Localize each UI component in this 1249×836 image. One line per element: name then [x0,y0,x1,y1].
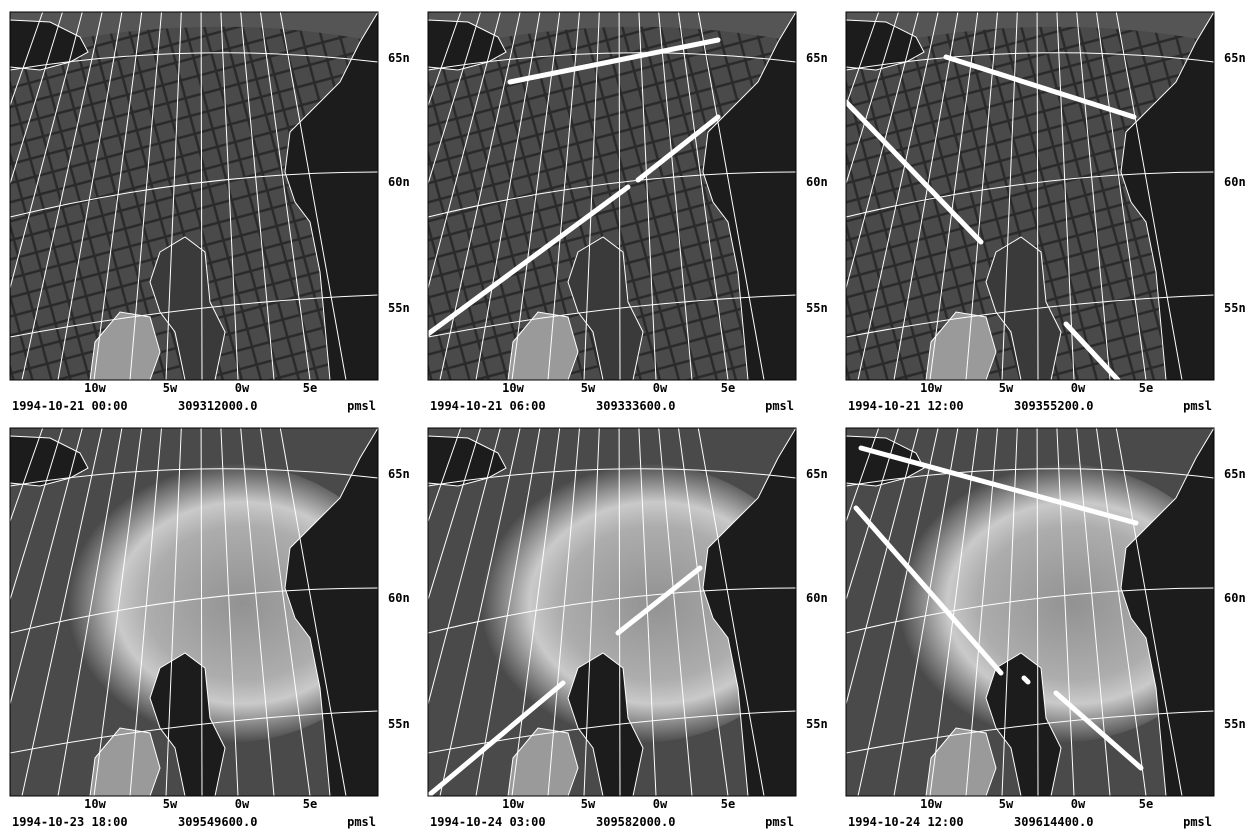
map-area [0,428,400,796]
lat-label: 65n [1224,467,1246,481]
lon-label: 10w [502,797,524,811]
lon-label: 5e [303,381,317,395]
map-panel: 65n 60n 55n 10w 5w 0w 5e 1994-10-23 18:00 309549… [0,428,410,829]
map-panel: 65n 60n 55n 10w 5w 0w 5e 1994-10-21 00:00 309312… [0,12,410,413]
lat-label: 60n [388,591,410,605]
map-grid: 65n 60n 55n 10w 5w 0w 5e 1994-10-21 00:00 309312… [0,0,1249,831]
value-label: 309614400.0 [1014,815,1093,829]
value-label: 309355200.0 [1014,399,1093,413]
lon-label: 10w [920,797,942,811]
lon-label: 5e [1139,381,1153,395]
lon-label: 5w [163,381,178,395]
lon-label: 0w [235,797,250,811]
field-label: pmsl [765,815,794,829]
lon-label: 0w [653,381,668,395]
lon-label: 5e [303,797,317,811]
field-label: pmsl [1183,815,1212,829]
lon-label: 0w [235,381,250,395]
lon-label: 5e [721,381,735,395]
map-panel: 65n 60n 55n 10w 5w 0w 5e 1994-10-21 12:00 309355… [750,12,1246,413]
lat-label: 60n [388,175,410,189]
lat-label: 65n [806,467,828,481]
map-area [332,428,813,796]
lat-label: 55n [388,717,410,731]
lat-label: 60n [1224,175,1246,189]
value-label: 309549600.0 [178,815,257,829]
lon-label: 5e [721,797,735,811]
value-label: 309582000.0 [596,815,675,829]
lat-label: 60n [806,591,828,605]
map-area [750,12,1214,380]
map-panel: 65n 60n 55n 10w 5w 0w 5e 1994-10-21 06:00 309333… [332,12,828,413]
lat-label: 55n [1224,717,1246,731]
lon-label: 10w [84,381,106,395]
date-label: 1994-10-21 12:00 [848,399,964,413]
field-label: pmsl [347,399,376,413]
map-area [0,12,378,380]
date-label: 1994-10-23 18:00 [12,815,128,829]
map-panel: 65n 60n 55n 10w 5w 0w 5e 1994-10-24 03:00 309582… [332,428,828,829]
field-label: pmsl [1183,399,1212,413]
map-panel: 65n 60n 55n 10w 5w 0w 5e 1994-10-24 12:00 309614… [750,428,1246,829]
lat-label: 60n [806,175,828,189]
lat-label: 55n [806,717,828,731]
lon-label: 5w [163,797,178,811]
satellite-track [1024,678,1028,682]
lon-label: 0w [653,797,668,811]
field-label: pmsl [347,815,376,829]
lon-label: 10w [84,797,106,811]
lon-label: 5w [999,381,1014,395]
value-label: 309312000.0 [178,399,257,413]
lat-label: 55n [388,301,410,315]
map-area [750,428,1231,796]
lon-label: 5w [581,381,596,395]
lon-label: 10w [502,381,524,395]
lon-label: 5w [581,797,596,811]
lon-label: 5w [999,797,1014,811]
date-label: 1994-10-21 00:00 [12,399,128,413]
map-area [332,12,796,380]
value-label: 309333600.0 [596,399,675,413]
lon-label: 0w [1071,381,1086,395]
lat-label: 65n [1224,51,1246,65]
lon-label: 5e [1139,797,1153,811]
lat-label: 65n [388,467,410,481]
lon-label: 10w [920,381,942,395]
lat-label: 65n [388,51,410,65]
lat-label: 60n [1224,591,1246,605]
date-label: 1994-10-24 12:00 [848,815,964,829]
date-label: 1994-10-21 06:00 [430,399,546,413]
lat-label: 55n [806,301,828,315]
date-label: 1994-10-24 03:00 [430,815,546,829]
lat-label: 65n [806,51,828,65]
lat-label: 55n [1224,301,1246,315]
lon-label: 0w [1071,797,1086,811]
field-label: pmsl [765,399,794,413]
